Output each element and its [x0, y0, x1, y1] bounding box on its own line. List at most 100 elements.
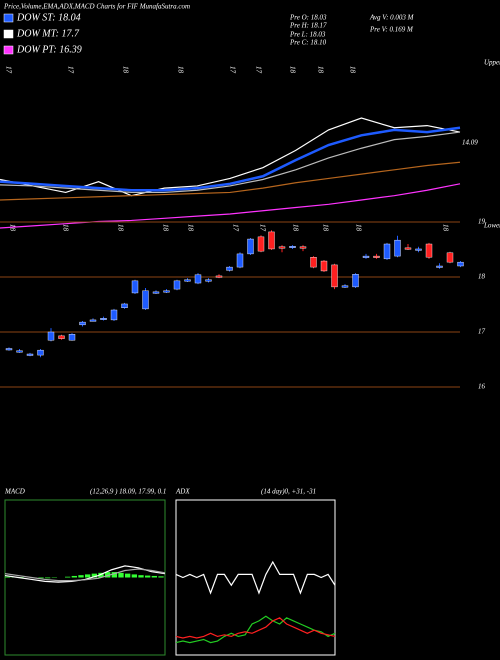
candle-body — [79, 321, 86, 326]
histogram-bar — [158, 576, 164, 578]
y-tick-label: 16 — [478, 383, 486, 391]
candle-body — [100, 318, 107, 320]
legend-label: DOW ST: 18.04 — [16, 12, 81, 23]
candle-body — [289, 245, 296, 248]
candle-body — [68, 334, 76, 341]
date-label: 18 — [176, 66, 184, 74]
y-tick-label: 17 — [478, 328, 486, 336]
candle-body — [205, 279, 212, 282]
candle-body — [278, 246, 286, 249]
axis-label: Lower — [483, 222, 500, 230]
histogram-bar — [145, 575, 151, 578]
series-line — [0, 161, 461, 201]
histogram-bar — [98, 572, 104, 578]
series-line — [175, 560, 336, 595]
legend-swatch — [3, 29, 14, 39]
histogram-bar — [111, 572, 117, 578]
date-label: 18 — [121, 66, 129, 74]
series-line — [4, 568, 166, 582]
series-line — [175, 615, 336, 644]
legend-label: DOW PT: 16.39 — [16, 44, 82, 55]
histogram-bar — [65, 576, 71, 578]
date-label: 18 — [316, 66, 324, 74]
histogram-bar — [5, 576, 11, 578]
histogram-bar — [138, 575, 144, 578]
axis-label: Upper — [484, 59, 500, 67]
date-label: 17 — [231, 224, 239, 232]
candle-body — [383, 243, 391, 260]
date-label: 17 — [66, 66, 74, 74]
series-line — [175, 617, 336, 639]
date-label: 18 — [288, 66, 296, 74]
date-label: 18 — [291, 224, 299, 232]
candle-body — [163, 290, 170, 293]
candle-body — [16, 350, 23, 353]
quote: Pre C: 18.10 — [289, 39, 327, 47]
panel-title: MACD — [4, 488, 25, 496]
date-label: 17 — [228, 66, 236, 74]
candle-body — [89, 319, 97, 322]
date-label: 18 — [354, 224, 362, 232]
histogram-bar — [45, 577, 51, 579]
candle-body — [131, 280, 139, 294]
candle-body — [173, 280, 181, 290]
candle-body — [310, 257, 317, 268]
histogram-bar — [38, 577, 44, 579]
candle-body — [47, 331, 55, 341]
histogram-bar — [78, 575, 84, 578]
candle-body — [362, 255, 370, 258]
candle-body — [236, 253, 244, 268]
candle-body — [436, 265, 443, 268]
candle-body — [215, 275, 223, 278]
histogram-bar — [71, 575, 77, 578]
date-label: 18 — [186, 224, 194, 232]
candle-body — [247, 238, 254, 255]
panel-title: ADX — [175, 488, 190, 496]
candle-body — [404, 247, 412, 250]
candle-body — [394, 239, 401, 257]
quote: Pre L: 18.03 — [289, 31, 326, 39]
candle-body — [331, 264, 338, 288]
candle-body — [142, 290, 149, 310]
volume: Avg V: 0.003 M — [369, 14, 415, 22]
series-line — [0, 126, 461, 192]
candle-body — [26, 353, 34, 356]
candle-body — [425, 243, 433, 258]
candle-body — [320, 260, 328, 272]
date-label: 18 — [116, 224, 124, 232]
series-line — [0, 183, 461, 229]
panel-frame — [175, 499, 336, 656]
candle-body — [37, 349, 44, 356]
date-label: 17 — [4, 66, 12, 74]
date-label: 18 — [348, 66, 356, 74]
series-line — [0, 131, 461, 194]
candle-body — [121, 303, 128, 309]
date-label: 18 — [441, 224, 449, 232]
panel-subtitle: (14 day)0, +31, -31 — [261, 488, 316, 496]
candle-body — [268, 231, 275, 250]
page-title: Price,Volume,EMA,ADX,MACD Charts for FIF… — [3, 3, 190, 11]
y-tick-label: 19 — [478, 218, 486, 226]
date-label: 18 — [61, 224, 69, 232]
candle-body — [352, 274, 359, 288]
candle-body — [373, 255, 380, 258]
legend-swatch — [3, 45, 14, 55]
candle-body — [457, 261, 464, 267]
histogram-bar — [105, 572, 111, 578]
legend-swatch — [3, 13, 14, 23]
y-tick-label: 14.09 — [462, 138, 478, 146]
date-label: 17 — [258, 224, 266, 232]
legend-label: DOW MT: 17.7 — [16, 28, 80, 39]
candle-body — [194, 274, 202, 284]
candle-body — [152, 291, 160, 294]
y-tick-label: 18 — [478, 273, 486, 281]
candle-body — [58, 335, 65, 339]
histogram-bar — [118, 572, 124, 578]
candle-body — [299, 246, 307, 249]
quote: Pre H: 18.17 — [289, 22, 327, 30]
histogram-bar — [91, 573, 97, 578]
candle-body — [184, 279, 191, 282]
candle-body — [446, 252, 454, 263]
histogram-bar — [131, 574, 137, 578]
